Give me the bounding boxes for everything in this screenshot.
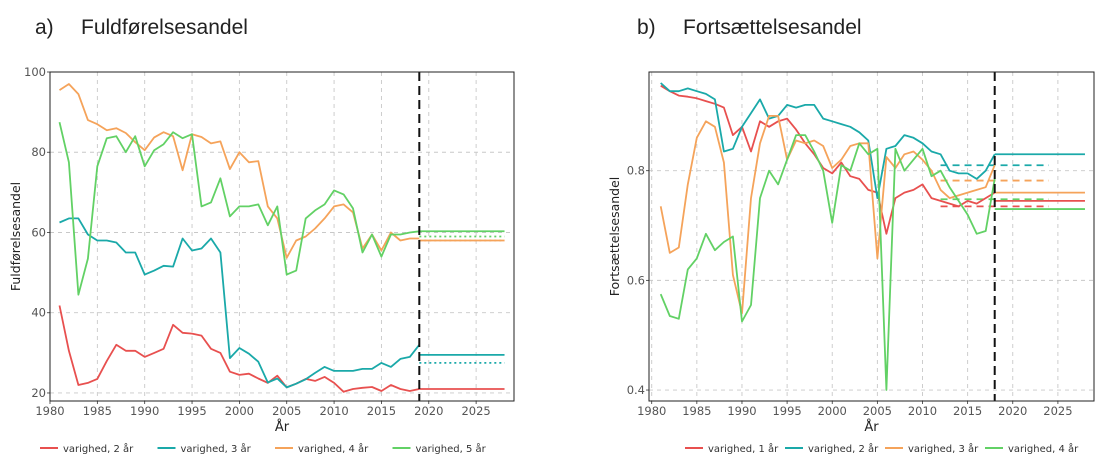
y-tick-label: 0.4 xyxy=(627,383,645,397)
x-tick-label: 1985 xyxy=(682,404,711,418)
series-line xyxy=(59,217,421,389)
x-tick-label: 2015 xyxy=(367,404,396,418)
plot-frame xyxy=(648,71,1095,402)
legend-label: varighed, 4 år xyxy=(298,442,369,455)
x-axis-label: År xyxy=(275,419,290,435)
series-line xyxy=(660,82,996,200)
x-tick-label: 2010 xyxy=(908,404,937,418)
legend-label: varighed, 2 år xyxy=(808,442,879,455)
x-tick-label: 1995 xyxy=(177,404,206,418)
y-tick-label: 60 xyxy=(31,225,46,239)
x-tick-label: 2020 xyxy=(998,404,1027,418)
chart-a: 1980 1985 1990 1995 2000 2005 2010 2015 2020 2025… xyxy=(8,65,515,455)
x-tick-label: 2000 xyxy=(225,404,254,418)
x-tick-label: 1980 xyxy=(35,404,64,418)
legend-label: varighed, 5 år xyxy=(416,442,487,455)
panel-a-label: a) xyxy=(35,16,54,39)
y-tick-label: 40 xyxy=(31,306,46,320)
legend-a: varighed, 2 år varighed, 3 år varighed, 4 … xyxy=(40,442,487,455)
y-tick-label: 20 xyxy=(31,386,46,400)
panel-b-title: b) Fortsættelsesandel xyxy=(637,16,862,40)
x-tick-label: 2005 xyxy=(272,404,301,418)
y-axis-label: Fortsættelsesandel xyxy=(607,177,622,297)
y-tick-label: 0.8 xyxy=(627,164,645,178)
chart-b: 1980 1985 1990 1995 2000 2005 2010 2015 2020 2025… xyxy=(607,71,1095,455)
x-tick-label: 1980 xyxy=(637,404,666,418)
grid-b xyxy=(649,72,1094,401)
y-tick-label: 80 xyxy=(31,145,46,159)
panel-a-title: a) Fuldførelsesandel xyxy=(35,16,248,40)
x-tick-label: 1985 xyxy=(83,404,112,418)
x-tick-label: 2010 xyxy=(319,404,348,418)
x-tick-label: 2025 xyxy=(1043,404,1072,418)
plot-frame xyxy=(49,71,515,402)
x-tick-label: 1995 xyxy=(772,404,801,418)
legend-label: varighed, 3 år xyxy=(908,442,979,455)
x-tick-label: 2005 xyxy=(863,404,892,418)
x-tick-label: 1990 xyxy=(130,404,159,418)
series-line xyxy=(659,134,996,391)
legend-label: varighed, 1 år xyxy=(708,442,779,455)
x-tick-label: 2025 xyxy=(461,404,490,418)
x-tick-label: 2020 xyxy=(414,404,443,418)
x-tick-label: 1990 xyxy=(727,404,756,418)
series-line xyxy=(659,115,996,315)
legend-label: varighed, 3 år xyxy=(181,442,252,455)
x-tick-label: 2000 xyxy=(818,404,847,418)
panel-b-title-text: Fortsættelsesandel xyxy=(683,16,862,39)
panel-a-title-text: Fuldførelsesandel xyxy=(81,16,248,39)
y-tick-label: 100 xyxy=(24,65,46,79)
series-line xyxy=(58,305,420,393)
legend-label: varighed, 2 år xyxy=(63,442,134,455)
x-axis-label: År xyxy=(864,419,879,435)
y-tick-label: 0.6 xyxy=(627,273,645,287)
x-tick-label: 2015 xyxy=(953,404,982,418)
y-axis-label: Fuldførelsesandel xyxy=(8,182,23,291)
legend-b: varighed, 1 år varighed, 2 år varighed, 3 … xyxy=(685,442,1079,455)
panel-b-label: b) xyxy=(637,16,656,39)
series-line xyxy=(58,121,420,296)
legend-label: varighed, 4 år xyxy=(1008,442,1079,455)
